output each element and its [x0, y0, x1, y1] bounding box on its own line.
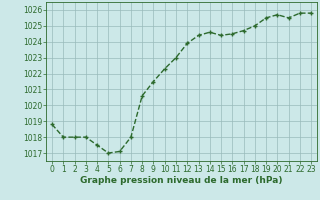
- X-axis label: Graphe pression niveau de la mer (hPa): Graphe pression niveau de la mer (hPa): [80, 176, 283, 185]
